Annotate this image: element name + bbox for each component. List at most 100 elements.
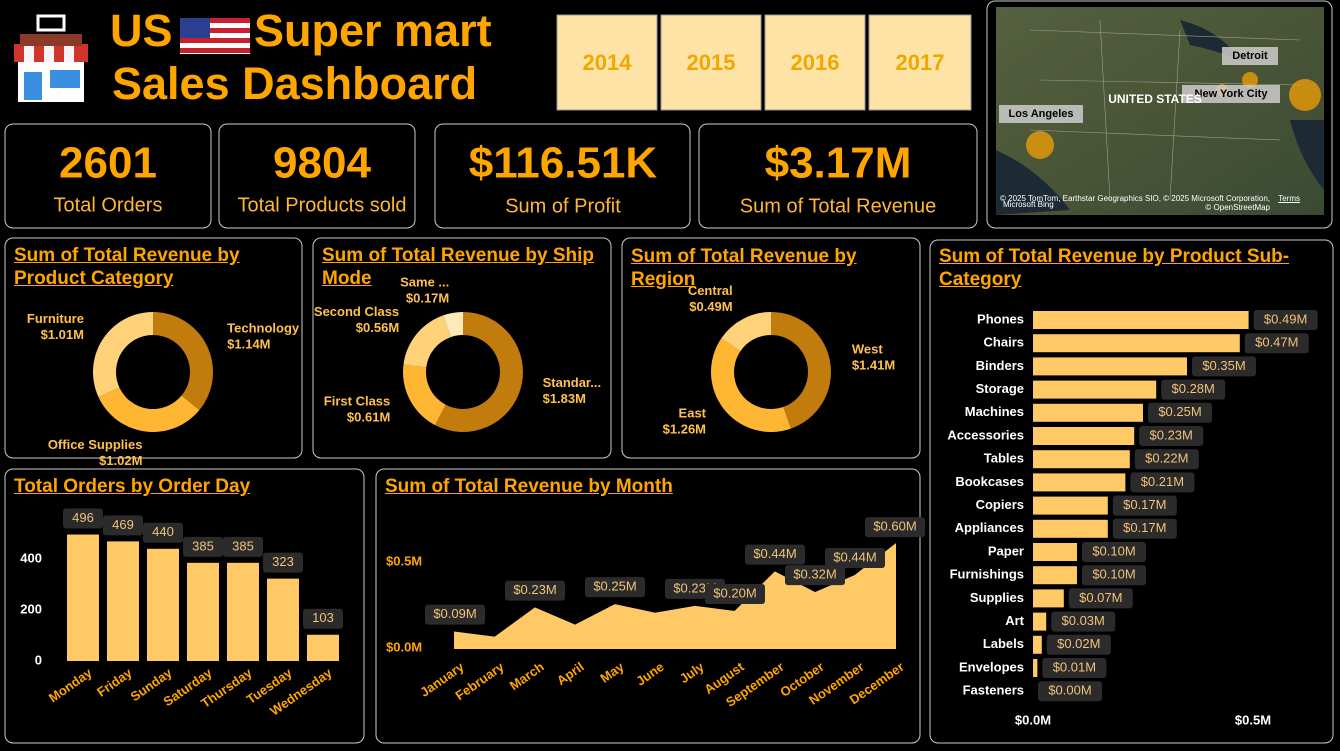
label-bg: [1253, 310, 1318, 330]
data-label: $0.44M: [833, 549, 876, 564]
data-label: $0.00M: [1048, 683, 1091, 698]
bar: [1033, 473, 1126, 492]
kpi-label: Sum of Total Revenue: [740, 195, 936, 217]
bar: [1033, 519, 1108, 538]
bar: [1033, 543, 1077, 561]
label-bg: [1082, 565, 1146, 586]
label-bg: [1112, 495, 1177, 516]
slice-value: $0.17M: [406, 291, 449, 306]
data-label: $0.23M: [1150, 427, 1193, 442]
slice-label: First Class: [324, 393, 390, 408]
map-terms[interactable]: Terms: [1278, 194, 1300, 203]
data-label: $0.01M: [1053, 659, 1096, 674]
y-tick-label: Paper: [988, 543, 1024, 558]
donut-slice: [93, 312, 153, 398]
kpi-value: $3.17M: [765, 139, 912, 188]
data-label: 323: [272, 554, 294, 569]
y-tick-label: 0: [35, 652, 42, 667]
map: Detroit New York City Los Angeles UNITED…: [986, 0, 1333, 229]
slicer-button[interactable]: [868, 14, 972, 111]
donut-slice: [434, 312, 524, 432]
label-bg: [1068, 588, 1133, 609]
data-label: $0.22M: [1145, 451, 1188, 466]
bar: [1033, 334, 1240, 353]
map-country: UNITED STATES: [1108, 92, 1202, 106]
label-bg: [143, 522, 183, 543]
map-provider: Microsoft Bing: [1003, 200, 1054, 209]
label-bg: [705, 584, 765, 604]
bar: [1033, 380, 1157, 399]
data-label: $0.20M: [713, 585, 756, 600]
data-label: $0.25M: [1158, 404, 1201, 419]
data-label: $0.28M: [1172, 381, 1215, 396]
label-bg: [1112, 518, 1177, 539]
year-label[interactable]: 2017: [896, 50, 945, 75]
data-label: 440: [152, 524, 174, 539]
year-label[interactable]: 2016: [791, 50, 840, 75]
bar: [227, 562, 259, 661]
label-bg: [63, 508, 103, 529]
slice-value: $1.01M: [41, 327, 84, 342]
label-bg: [1134, 449, 1199, 470]
map-city: Los Angeles: [1009, 108, 1074, 120]
y-tick-label: $0.5M: [386, 554, 422, 569]
data-label: $0.10M: [1092, 567, 1135, 582]
label-bg: [223, 536, 263, 557]
label-bg: [303, 608, 343, 629]
donut-slice: [771, 312, 832, 429]
data-label: $0.21M: [1141, 474, 1184, 489]
label-bg: [1038, 681, 1102, 702]
data-label: $0.09M: [433, 606, 476, 621]
data-label: $0.07M: [1079, 590, 1122, 605]
label-bg: [865, 517, 925, 538]
label-bg: [825, 548, 885, 568]
slicer-button[interactable]: [764, 14, 866, 111]
label-bg: [1192, 356, 1256, 377]
label-bg: [425, 604, 485, 625]
map-city: New York City: [1195, 88, 1269, 100]
y-tick-label: Binders: [976, 358, 1024, 373]
slice-label: West: [852, 342, 883, 357]
y-tick-label: Bookcases: [955, 474, 1024, 489]
kpi-label: Sum of Profit: [505, 195, 621, 217]
data-label: $0.17M: [1123, 497, 1166, 512]
donut-slice: [98, 387, 200, 432]
donut-slice: [153, 312, 213, 411]
title: US: [110, 5, 173, 56]
y-tick-label: $0.0M: [386, 639, 422, 654]
y-tick-label: 400: [20, 550, 42, 565]
chart-title: Sum of Total Revenue by Product Category: [14, 245, 240, 289]
y-tick-label: Copiers: [976, 497, 1024, 512]
data-label: 103: [312, 610, 334, 625]
slice-value: $0.49M: [689, 299, 732, 314]
y-tick-label: Envelopes: [959, 659, 1024, 674]
y-tick-label: Phones: [977, 311, 1024, 326]
y-tick-label: Appliances: [955, 520, 1024, 535]
y-tick-label: Fasteners: [963, 683, 1024, 698]
year-label[interactable]: 2015: [687, 50, 736, 75]
y-tick-label: Furnishings: [950, 567, 1024, 582]
title: Sales Dashboard: [112, 58, 477, 109]
data-label: $0.23M: [513, 582, 556, 597]
year-label[interactable]: 2014: [583, 50, 633, 75]
data-label: 496: [72, 510, 94, 525]
bar: [1033, 427, 1135, 445]
label-bg: [1051, 611, 1116, 632]
slicer-button[interactable]: [556, 14, 658, 111]
data-label: 469: [112, 517, 134, 532]
x-tick-label: $0.5M: [1235, 712, 1271, 727]
bar: [107, 541, 139, 661]
y-tick-label: Tables: [984, 451, 1024, 466]
chart-title: Sum of Total Revenue by Product Sub-Cate…: [939, 246, 1290, 290]
bar: [147, 548, 179, 661]
label-bg: [1161, 379, 1226, 400]
y-tick-label: Machines: [965, 404, 1024, 419]
y-tick-label: Accessories: [947, 427, 1024, 442]
label-bg: [1130, 472, 1195, 493]
kpi-value: 2601: [59, 139, 157, 188]
slice-label: East: [679, 405, 707, 420]
data-label: $0.10M: [1092, 543, 1135, 558]
data-label: $0.35M: [1202, 358, 1245, 373]
slicer-button[interactable]: [660, 14, 762, 111]
